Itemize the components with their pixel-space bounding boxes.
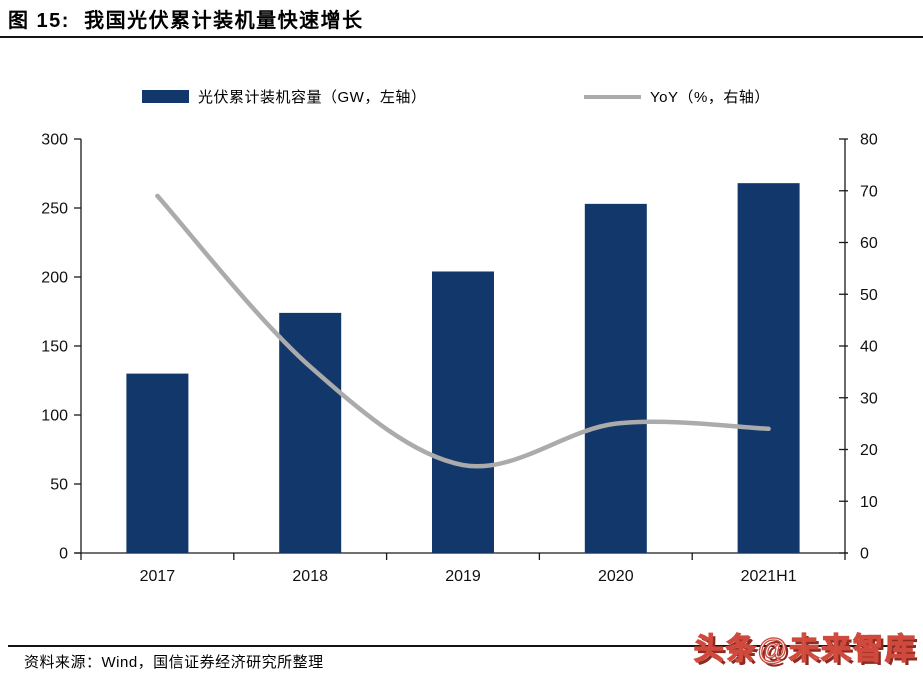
watermark: 头条@未来智库	[693, 632, 917, 666]
right-axis-tick-label: 50	[860, 287, 878, 304]
right-axis-tick-label: 20	[860, 442, 878, 459]
left-axis: 0 50 100 150 200 250 300	[41, 132, 82, 563]
capacity-bar	[126, 373, 189, 553]
yoy-line	[155, 193, 771, 469]
x-axis-category-label: 2021H1	[741, 568, 797, 585]
x-axis-category-label: 2019	[445, 568, 481, 585]
left-axis-tick-label: 200	[41, 270, 68, 287]
capacity-bars	[126, 183, 800, 554]
legend-label-capacity: 光伏累计装机容量（GW，左轴）	[198, 89, 427, 106]
right-axis-tick-label: 0	[860, 546, 869, 563]
left-axis-tick-label: 0	[59, 546, 68, 563]
bottom-rule	[8, 645, 916, 647]
capacity-bar	[584, 203, 647, 554]
title-rule	[0, 36, 923, 38]
left-axis-tick-label: 300	[41, 132, 68, 149]
legend-item-yoy: YoY（%，右轴）	[584, 86, 770, 107]
figure-title: 图 15: 我国光伏累计装机量快速增长	[8, 10, 364, 32]
right-axis-tick-label: 80	[860, 132, 878, 149]
left-axis-tick-label: 50	[50, 477, 68, 494]
x-axis-category-label: 2020	[598, 568, 634, 585]
capacity-bar	[737, 183, 800, 553]
right-axis-tick-label: 10	[860, 494, 878, 511]
right-axis-tick-label: 60	[860, 235, 878, 252]
left-axis-tick-label: 250	[41, 201, 68, 218]
right-axis-tick-label: 40	[860, 339, 878, 356]
x-axis-category-label: 2018	[292, 568, 328, 585]
left-axis-tick-label: 150	[41, 339, 68, 356]
legend-label-yoy: YoY（%，右轴）	[650, 89, 770, 106]
legend-line-swatch-icon	[584, 94, 641, 99]
x-axis: 2017 2018 2019 2020 2021H1	[75, 552, 848, 585]
legend-bar-swatch-icon	[142, 90, 189, 103]
left-axis-tick-label: 100	[41, 408, 68, 425]
capacity-bar	[279, 312, 342, 553]
capacity-bar	[432, 271, 494, 553]
right-axis: 0 10 20 30 40 50 60 70 80	[839, 132, 878, 563]
x-axis-category-label: 2017	[140, 568, 176, 585]
legend-item-capacity: 光伏累计装机容量（GW，左轴）	[142, 86, 426, 107]
source-note: 资料来源：Wind，国信证券经济研究所整理	[24, 654, 324, 671]
right-axis-tick-label: 30	[860, 390, 878, 407]
right-axis-tick-label: 70	[860, 183, 878, 200]
